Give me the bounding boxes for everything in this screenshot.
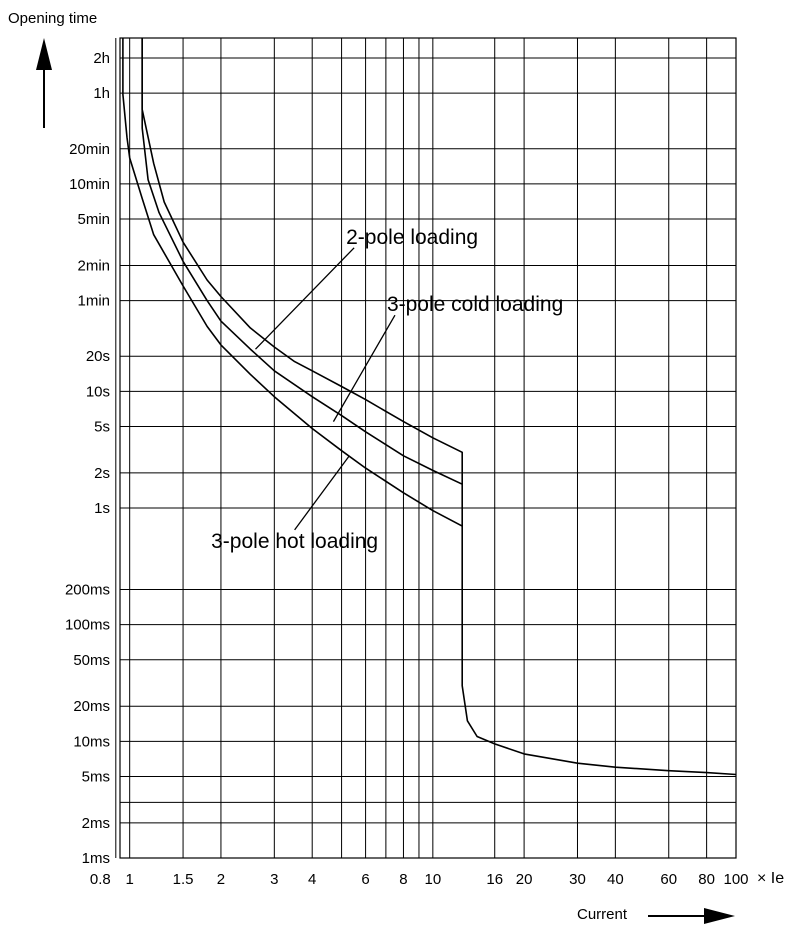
- y-tick-label: 1h: [93, 85, 110, 102]
- x-tick-label: 30: [569, 871, 586, 888]
- y-tick-label: 2ms: [82, 815, 110, 832]
- plot-border: [119, 37, 737, 859]
- y-tick-label: 2h: [93, 50, 110, 67]
- x-unit-label: × Ie: [757, 870, 784, 887]
- x-axis-title: Current: [577, 906, 628, 923]
- grid: [115, 38, 736, 858]
- x-tick-label: 4: [308, 871, 316, 888]
- series-line-3: [122, 38, 737, 776]
- y-axis-arrow: [36, 38, 52, 128]
- x-tick-labels: 0.8 1 1.5 2 3 4 6 8 10 16 20 30 40 60 80 100: [90, 871, 749, 888]
- x-tick-label: 16: [486, 871, 503, 888]
- y-tick-label: 1min: [77, 293, 110, 310]
- y-tick-label: 20s: [86, 348, 110, 365]
- y-axis-title: Opening time: [8, 10, 98, 27]
- annotation-label: 2-pole loading: [346, 226, 478, 249]
- x-tick-label: 2: [217, 871, 225, 888]
- annotation-leader: [294, 455, 350, 531]
- x-tick-label: 80: [698, 871, 715, 888]
- x-tick-label: 1.5: [173, 871, 194, 888]
- y-tick-label: 5s: [94, 418, 110, 435]
- series-line-1: [141, 38, 463, 485]
- x-tick-label: 0.8: [90, 871, 111, 888]
- y-tick-label: 5ms: [82, 768, 110, 785]
- y-tick-label: 2s: [94, 465, 110, 482]
- x-axis-arrow: [648, 908, 735, 924]
- x-tick-label: 100: [723, 871, 748, 888]
- curves: [122, 38, 737, 776]
- x-tick-label: 40: [607, 871, 624, 888]
- x-tick-label: 10: [424, 871, 441, 888]
- y-tick-label: 10ms: [73, 733, 110, 750]
- annotation-label: 3-pole hot loading: [211, 530, 378, 553]
- annotation-labels: 2-pole loading 3-pole cold loading 3-pole …: [211, 226, 563, 553]
- y-tick-label: 50ms: [73, 652, 110, 669]
- y-tick-label: 10min: [69, 176, 110, 193]
- x-tick-label: 60: [660, 871, 677, 888]
- annotation-label: 3-pole cold loading: [387, 293, 563, 316]
- y-tick-label: 1ms: [82, 850, 110, 867]
- y-tick-label: 20min: [69, 141, 110, 158]
- x-tick-label: 3: [270, 871, 278, 888]
- y-tick-label: 1s: [94, 500, 110, 517]
- plot-frame: [119, 37, 737, 859]
- annotation-leader: [332, 314, 396, 422]
- y-tick-label: 5min: [77, 211, 110, 228]
- annotation-leader: [255, 247, 355, 350]
- x-tick-label: 1: [126, 871, 134, 888]
- x-tick-label: 8: [399, 871, 407, 888]
- series-line-2: [141, 38, 463, 527]
- y-tick-labels: 2h 1h 20min 10min 5min 2min 1min 20s 10s 5s 2s 1s 20…: [65, 50, 110, 867]
- y-tick-label: 2min: [77, 257, 110, 274]
- x-tick-label: 20: [516, 871, 533, 888]
- y-tick-label: 200ms: [65, 582, 110, 599]
- x-tick-label: 6: [361, 871, 369, 888]
- y-tick-label: 10s: [86, 383, 110, 400]
- y-tick-label: 20ms: [73, 698, 110, 715]
- annotation-leaders: [255, 247, 396, 531]
- y-tick-label: 100ms: [65, 617, 110, 634]
